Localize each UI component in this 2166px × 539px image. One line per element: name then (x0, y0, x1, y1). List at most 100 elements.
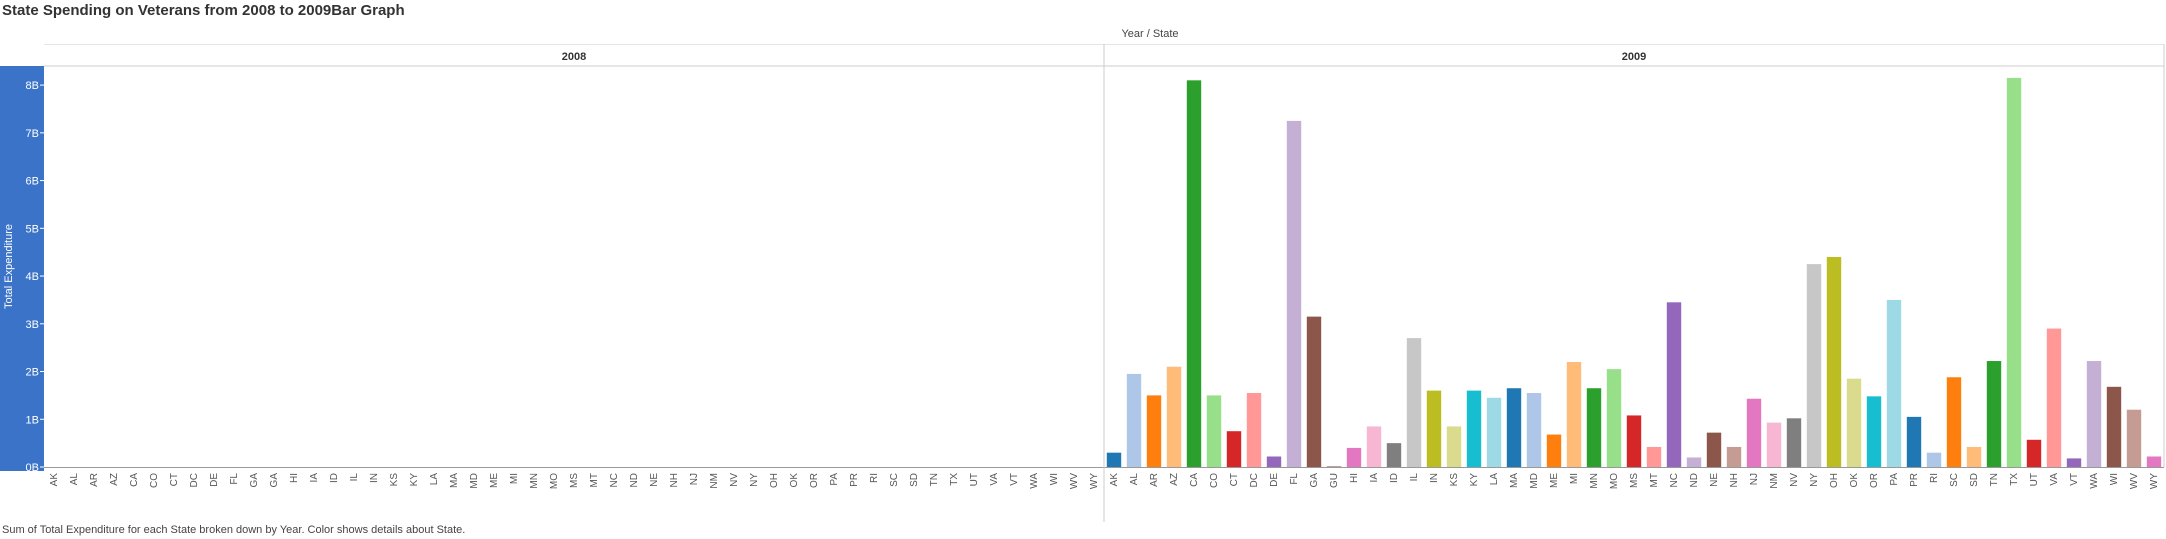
y-axis-band (0, 66, 44, 471)
bar-2009-AK (1106, 452, 1122, 467)
x-tick-label: TX (2009, 473, 2020, 486)
bar-2009-DC (1246, 393, 1262, 467)
x-tick-label: NJ (689, 473, 700, 485)
chart-title: State Spending on Veterans from 2008 to … (2, 2, 405, 19)
x-tick-label: TX (949, 473, 960, 486)
x-tick-label: NY (749, 473, 760, 487)
x-tick-label: MN (529, 473, 540, 489)
y-tick-label: 1B (26, 414, 39, 426)
x-tick-label: SD (1969, 473, 1980, 487)
x-tick-label: LA (429, 473, 440, 486)
x-tick-label: NC (1669, 473, 1680, 487)
x-tick-label: OK (789, 473, 800, 488)
x-tick-label: CT (169, 473, 180, 486)
y-tick-label: 8B (26, 80, 39, 92)
x-axis-labels: AK AL AR AZ CA CO CT DC DE FL GA GA HI IA ID IL IN KS KY LA… (49, 473, 2160, 490)
x-tick-label: WA (1029, 473, 1040, 489)
x-tick-label: CO (149, 473, 160, 488)
bar-2009-NJ (1746, 398, 1762, 467)
x-tick-label: NE (649, 473, 660, 487)
x-tick-label: DC (189, 473, 200, 487)
panel-header-2009: 2009 (1622, 51, 1646, 63)
x-tick-label: NM (1769, 473, 1780, 489)
bar-2009-VT (2066, 458, 2082, 467)
y-axis-ticks: 0B 1B 2B 3B 4B 5B 6B 7B 8B (26, 80, 44, 474)
bar-2009-PR (1906, 416, 1922, 467)
x-tick-label: AR (1149, 473, 1160, 487)
x-tick-label: NM (709, 473, 720, 489)
x-tick-label: MI (1569, 473, 1580, 484)
x-tick-label: VA (2049, 473, 2060, 486)
x-tick-label: NY (1809, 473, 1820, 487)
x-tick-label: AZ (1169, 473, 1180, 486)
x-tick-label: OK (1849, 473, 1860, 488)
bar-2009-UT (2026, 439, 2042, 467)
x-tick-label: MD (1529, 473, 1540, 489)
x-tick-label: OH (769, 473, 780, 488)
x-tick-label: MA (449, 473, 460, 488)
x-tick-label: UT (2029, 473, 2040, 486)
bar-2009-ME (1546, 434, 1562, 467)
x-tick-label: ID (329, 473, 340, 483)
x-tick-label: IA (309, 473, 320, 483)
bar-2009-RI (1926, 452, 1942, 467)
y-tick-label: 0B (26, 462, 39, 474)
bar-2009-MA (1506, 388, 1522, 467)
x-tick-label: NV (1789, 473, 1800, 487)
x-tick-label: TN (1989, 473, 2000, 486)
bar-chart: 2008 2009 0B 1B 2B 3B 4B 5B 6B 7B 8B AK AL AR AZ CA CO… (0, 44, 2165, 522)
bar-2009-VA (2046, 328, 2062, 467)
x-tick-label: GU (1329, 473, 1340, 488)
bar-2009-GA (1306, 316, 1322, 467)
bar-2009-PA (1886, 299, 1902, 467)
bar-2009-WI (2106, 386, 2122, 467)
bar-2009-GU (1326, 466, 1342, 467)
x-tick-label: SD (909, 473, 920, 487)
y-axis-title: Total Expenditure (3, 224, 15, 309)
bar-2009-CT (1226, 431, 1242, 467)
bar-2009-SC (1946, 377, 1962, 467)
x-tick-label: MI (509, 473, 520, 484)
y-tick-label: 6B (26, 176, 39, 188)
x-tick-label: HI (1349, 473, 1360, 483)
x-tick-label: NH (1729, 473, 1740, 487)
x-tick-label: IN (369, 473, 380, 483)
x-tick-label: IL (1409, 473, 1420, 482)
x-tick-label: IN (1429, 473, 1440, 483)
x-tick-label: MT (589, 473, 600, 487)
x-tick-label: CA (1189, 473, 1200, 487)
x-tick-label: KS (1449, 473, 1460, 487)
x-tick-label: MA (1509, 473, 1520, 488)
x-tick-label: MD (469, 473, 480, 489)
x-tick-label: LA (1489, 473, 1500, 486)
bar-2009-IA (1366, 426, 1382, 467)
y-tick-label: 2B (26, 367, 39, 379)
x-tick-label: WY (2149, 473, 2160, 489)
x-tick-label: PA (1889, 473, 1900, 486)
y-tick-label: 5B (26, 223, 39, 235)
bar-2009-HI (1346, 447, 1362, 467)
bar-2009-WA (2086, 361, 2102, 467)
bar-2009-ID (1386, 443, 1402, 467)
x-tick-label: MO (549, 473, 560, 489)
x-tick-label: AR (89, 473, 100, 487)
bar-2009-OR (1866, 396, 1882, 467)
bar-2009-DE (1266, 456, 1282, 467)
x-tick-label: PR (1909, 473, 1920, 487)
x-tick-label: MT (1649, 473, 1660, 487)
x-tick-label: HI (289, 473, 300, 483)
bar-2009-OK (1846, 378, 1862, 467)
bar-2009-NV (1786, 418, 1802, 467)
bar-2009-MD (1526, 393, 1542, 467)
y-tick-label: 7B (26, 128, 39, 140)
x-tick-label: ND (629, 473, 640, 487)
x-tick-label: PR (849, 473, 860, 487)
panel-headers: 2008 2009 (562, 51, 1646, 63)
x-tick-label: AK (49, 473, 60, 487)
x-tick-label: SC (1949, 473, 1960, 487)
x-tick-label: RI (1929, 473, 1940, 483)
x-tick-label: MO (1609, 473, 1620, 489)
x-tick-label: WV (2129, 473, 2140, 489)
panel-header-2008: 2008 (562, 51, 586, 63)
x-tick-label: PA (829, 473, 840, 486)
